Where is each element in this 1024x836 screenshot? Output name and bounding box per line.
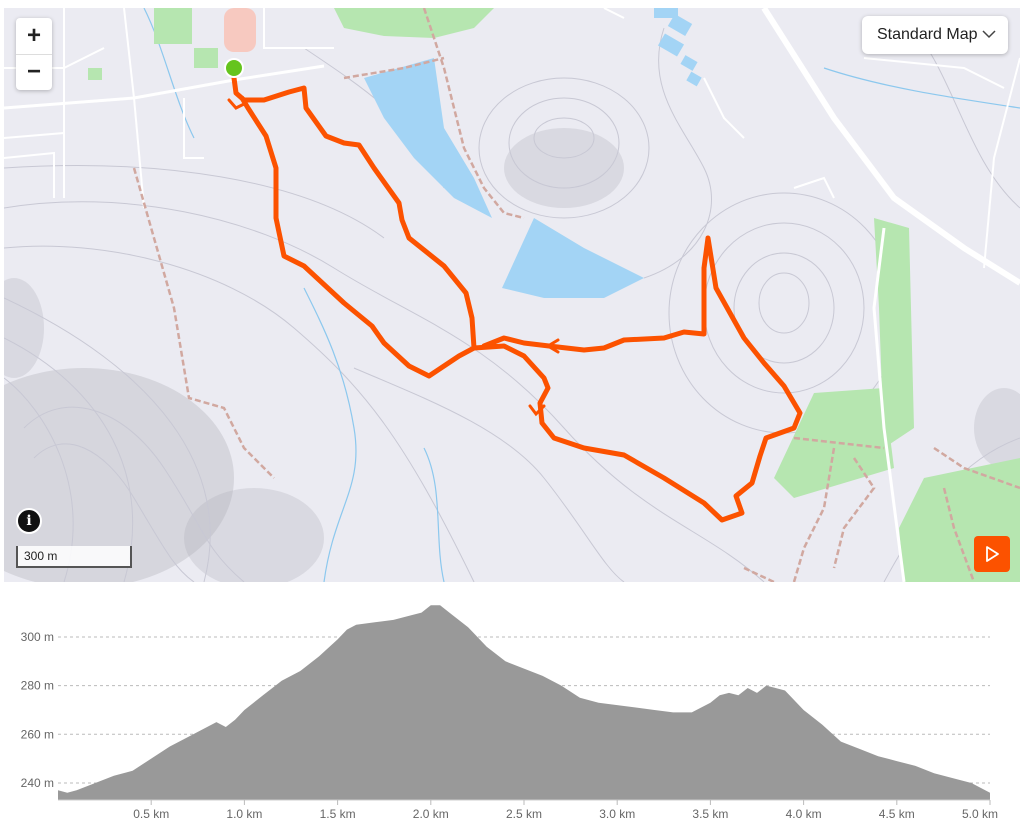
streams [143, 8, 1020, 582]
map-canvas[interactable] [4, 8, 1020, 582]
elevation-x-ticks: 0.5 km 1.0 km 1.5 km 2.0 km 2.5 km 3.0 km 3.5 … [133, 800, 998, 821]
roads [4, 8, 1020, 582]
trails [132, 8, 1020, 582]
scale-label: 300 m [24, 549, 58, 563]
x-tick-label: 2.0 km [413, 807, 449, 821]
info-icon: i [26, 513, 32, 529]
elevation-profile-area [58, 605, 990, 800]
minus-icon: − [26, 58, 41, 85]
x-tick-label: 3.0 km [599, 807, 635, 821]
y-tick-label: 300 m [21, 630, 54, 644]
y-tick-label: 240 m [21, 776, 54, 790]
map-type-label: Standard Map [877, 26, 978, 43]
y-tick-label: 260 m [21, 727, 54, 741]
elevation-chart[interactable]: 300 m 280 m 260 m 240 m 0.5 km 1.0 km 1.5 km 2… [0, 590, 1024, 836]
activity-route [231, 75, 803, 523]
terrain-shading [4, 128, 1020, 582]
map-type-dropdown[interactable]: Standard Map [862, 16, 1008, 54]
x-tick-label: 5.0 km [962, 807, 998, 821]
zoom-out-button[interactable]: − [16, 54, 52, 90]
zoom-controls: + − [16, 18, 52, 90]
zoom-in-button[interactable]: + [16, 18, 52, 55]
map-view[interactable]: + − Standard Map i 300 m [4, 8, 1020, 582]
x-tick-label: 1.5 km [320, 807, 356, 821]
x-tick-label: 3.5 km [692, 807, 728, 821]
play-icon [986, 546, 999, 562]
x-tick-label: 4.0 km [786, 807, 822, 821]
info-button[interactable]: i [16, 508, 42, 534]
water-bodies [364, 8, 702, 298]
x-tick-label: 1.0 km [226, 807, 262, 821]
x-tick-label: 2.5 km [506, 807, 542, 821]
chevron-down-icon [982, 30, 996, 39]
playback-button[interactable] [974, 536, 1010, 572]
y-tick-label: 280 m [21, 679, 54, 693]
route-arrows [227, 98, 560, 417]
elevation-y-ticks: 300 m 280 m 260 m 240 m [21, 630, 54, 790]
scale-bar: 300 m [16, 546, 132, 568]
x-tick-label: 0.5 km [133, 807, 169, 821]
plus-icon: + [26, 22, 41, 49]
x-tick-label: 4.5 km [879, 807, 915, 821]
start-marker [224, 58, 244, 78]
